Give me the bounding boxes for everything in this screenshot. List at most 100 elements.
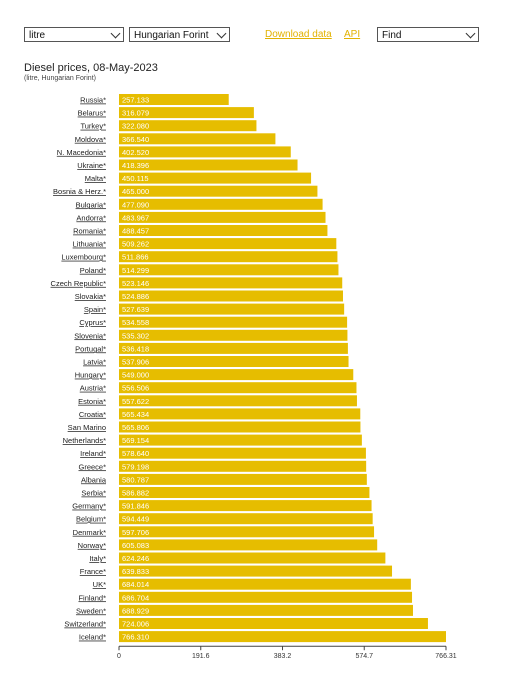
- download-data-link[interactable]: Download data: [265, 29, 332, 40]
- country-label[interactable]: France*: [80, 567, 106, 576]
- unit-select[interactable]: litre: [24, 27, 124, 42]
- bar-value-label: 483.967: [122, 213, 149, 222]
- bar-value-label: 465.000: [122, 187, 149, 196]
- x-tick-label: 0: [117, 653, 121, 660]
- bar: [119, 133, 276, 145]
- country-label[interactable]: Italy*: [89, 554, 106, 563]
- country-label[interactable]: Ukraine*: [77, 161, 106, 170]
- bar: [119, 211, 326, 223]
- bar-value-label: 535.302: [122, 331, 149, 340]
- bar-value-label: 605.083: [122, 541, 149, 550]
- country-label[interactable]: N. Macedonia*: [57, 148, 106, 157]
- country-label[interactable]: Netherlands*: [63, 436, 106, 445]
- country-label[interactable]: Slovenia*: [74, 331, 106, 340]
- bar-value-label: 537.906: [122, 358, 149, 367]
- bar-value-label: 586.882: [122, 489, 149, 498]
- bar: [119, 120, 257, 132]
- bar-value-label: 549.000: [122, 371, 149, 380]
- country-label[interactable]: Andorra*: [76, 213, 106, 222]
- country-label[interactable]: Albania: [81, 475, 107, 484]
- bar-value-label: 316.079: [122, 109, 149, 118]
- bar: [119, 447, 366, 459]
- bar-value-label: 511.866: [122, 253, 149, 262]
- bar-value-label: 724.006: [122, 620, 149, 629]
- country-label[interactable]: Luxembourg*: [61, 253, 106, 262]
- bar-value-label: 536.418: [122, 344, 149, 353]
- country-label[interactable]: Denmark*: [73, 528, 106, 537]
- country-label[interactable]: Moldova*: [75, 135, 106, 144]
- country-label[interactable]: Estonia*: [78, 397, 106, 406]
- country-label[interactable]: Bosnia & Herz.*: [53, 187, 106, 196]
- country-label[interactable]: Germany*: [72, 502, 106, 511]
- country-label[interactable]: Lithuania*: [73, 240, 106, 249]
- country-label[interactable]: Finland*: [78, 593, 106, 602]
- bar: [119, 421, 361, 433]
- bar: [119, 225, 328, 236]
- country-label[interactable]: Belgium*: [76, 515, 106, 524]
- country-label[interactable]: Iceland*: [79, 633, 106, 642]
- bar: [119, 146, 291, 158]
- bar-value-label: 509.262: [122, 240, 149, 249]
- country-label[interactable]: Spain*: [84, 305, 106, 314]
- country-label[interactable]: Austria*: [80, 384, 106, 393]
- country-label[interactable]: Hungary*: [75, 371, 106, 380]
- bar-value-label: 594.449: [122, 515, 149, 524]
- country-label[interactable]: Czech Republic*: [51, 279, 107, 288]
- bar-value-label: 686.704: [122, 593, 149, 602]
- country-label[interactable]: Cyprus*: [79, 318, 106, 327]
- x-tick-label: 574.7: [355, 653, 373, 660]
- country-label[interactable]: Belarus*: [78, 109, 106, 118]
- bar: [119, 604, 413, 616]
- country-label[interactable]: Bulgaria*: [76, 200, 107, 209]
- bar: [119, 565, 393, 577]
- bar: [119, 395, 357, 407]
- country-label[interactable]: Romania*: [73, 227, 106, 236]
- bar-value-label: 527.639: [122, 305, 149, 314]
- country-label[interactable]: Malta*: [85, 174, 106, 183]
- country-label[interactable]: Sweden*: [76, 606, 106, 615]
- api-link[interactable]: API: [344, 29, 361, 40]
- currency-select[interactable]: Hungarian Forint: [129, 27, 230, 42]
- country-label[interactable]: Latvia*: [83, 358, 106, 367]
- country-label[interactable]: Ireland*: [80, 449, 106, 458]
- bar: [119, 539, 378, 551]
- bar-value-label: 565.434: [122, 410, 149, 419]
- country-label[interactable]: San Marino: [68, 423, 106, 432]
- bar: [119, 159, 298, 171]
- bar: [119, 198, 323, 210]
- country-label[interactable]: Portugal*: [75, 344, 106, 353]
- bar: [119, 94, 229, 105]
- bar-value-label: 556.506: [122, 384, 149, 393]
- bar-value-label: 580.787: [122, 475, 149, 484]
- x-tick-label: 766.31: [435, 653, 457, 660]
- country-label[interactable]: UK*: [93, 580, 106, 589]
- find-select[interactable]: Find: [377, 27, 479, 42]
- bar: [119, 107, 254, 119]
- country-label[interactable]: Switzerland*: [64, 620, 106, 629]
- bar-value-label: 257.133: [122, 96, 149, 105]
- country-label[interactable]: Greece*: [78, 462, 106, 471]
- country-label[interactable]: Norway*: [78, 541, 106, 550]
- unit-select-value: litre: [29, 30, 46, 41]
- x-tick-label: 383.2: [274, 653, 292, 660]
- country-label[interactable]: Turkey*: [80, 122, 106, 131]
- bar-value-label: 578.640: [122, 449, 149, 458]
- bar: [119, 382, 357, 394]
- bar-value-label: 639.833: [122, 567, 149, 576]
- bar: [119, 552, 386, 564]
- bar-value-label: 514.299: [122, 266, 149, 275]
- country-label[interactable]: Poland*: [80, 266, 106, 275]
- bar-value-label: 624.246: [122, 554, 149, 563]
- bar: [119, 185, 318, 197]
- country-label[interactable]: Serbia*: [81, 489, 106, 498]
- bar-value-label: 557.622: [122, 397, 149, 406]
- bar: [119, 434, 362, 446]
- bar-value-label: 402.520: [122, 148, 149, 157]
- country-label[interactable]: Russia*: [80, 96, 106, 105]
- bar: [119, 172, 312, 184]
- country-label[interactable]: Croatia*: [79, 410, 106, 419]
- bar-value-label: 322.080: [122, 122, 149, 131]
- country-label[interactable]: Slovakia*: [75, 292, 106, 301]
- bar: [119, 631, 446, 643]
